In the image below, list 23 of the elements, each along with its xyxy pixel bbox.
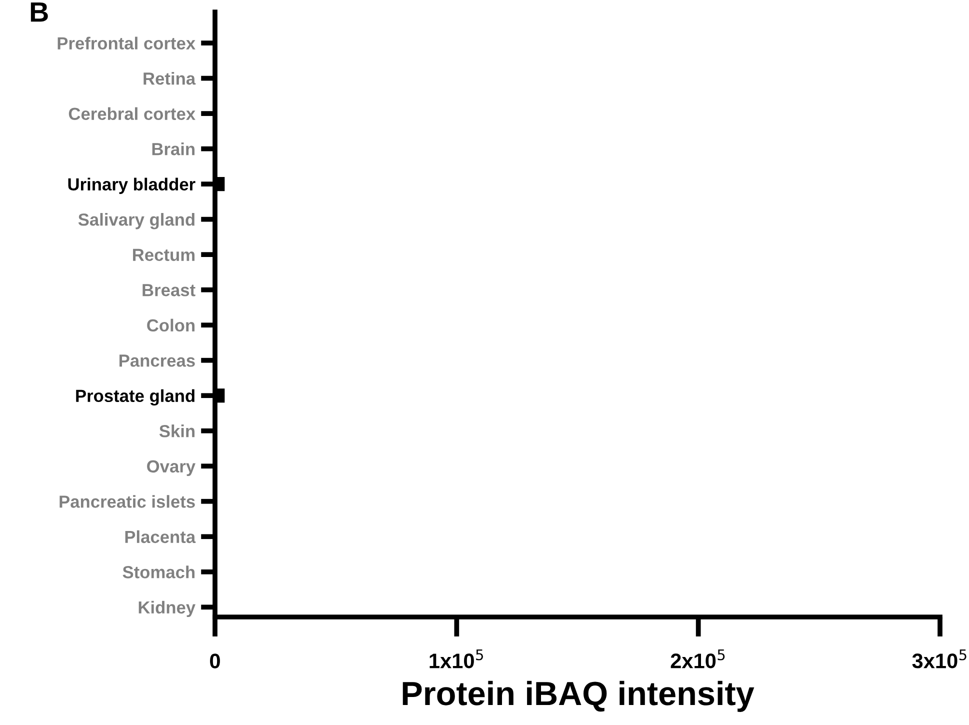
y-tick-label: Cerebral cortex	[68, 107, 196, 120]
y-tick-label: Skin	[159, 424, 194, 438]
y-tick-label: Pancreas	[120, 354, 195, 367]
x-tick-label: 1x10$^{5}$	[430, 649, 483, 668]
y-tick-label: Placenta	[125, 530, 196, 544]
y-tick-label: Kidney	[138, 600, 196, 618]
y-tick-label: Colon	[147, 318, 194, 332]
y-tick-label: Brain	[152, 142, 194, 156]
y-tick-label: Ovary	[147, 460, 196, 476]
y-tick-label: Prostate gland	[76, 389, 194, 406]
y-tick-label: Pancreatic islets	[60, 495, 195, 508]
y-tick-label: Breast	[142, 284, 196, 296]
x-tick-label: 3x10$^{5}$	[912, 649, 966, 668]
y-tick-label: Urinary bladder	[68, 178, 196, 194]
x-axis-title: Protein iBAQ intensity	[402, 680, 754, 712]
y-tick-label: Rectum	[133, 248, 194, 262]
y-tick-label: Retina	[144, 72, 196, 85]
x-tick-label: 2x10$^{5}$	[670, 649, 725, 668]
y-tick-label: Stomach	[122, 566, 194, 578]
y-tick-label: Salivary gland	[78, 213, 194, 230]
y-tick-label: Prefrontal cortex	[58, 36, 196, 50]
text: B	[30, 2, 48, 22]
x-tick-label: 0	[210, 654, 220, 668]
